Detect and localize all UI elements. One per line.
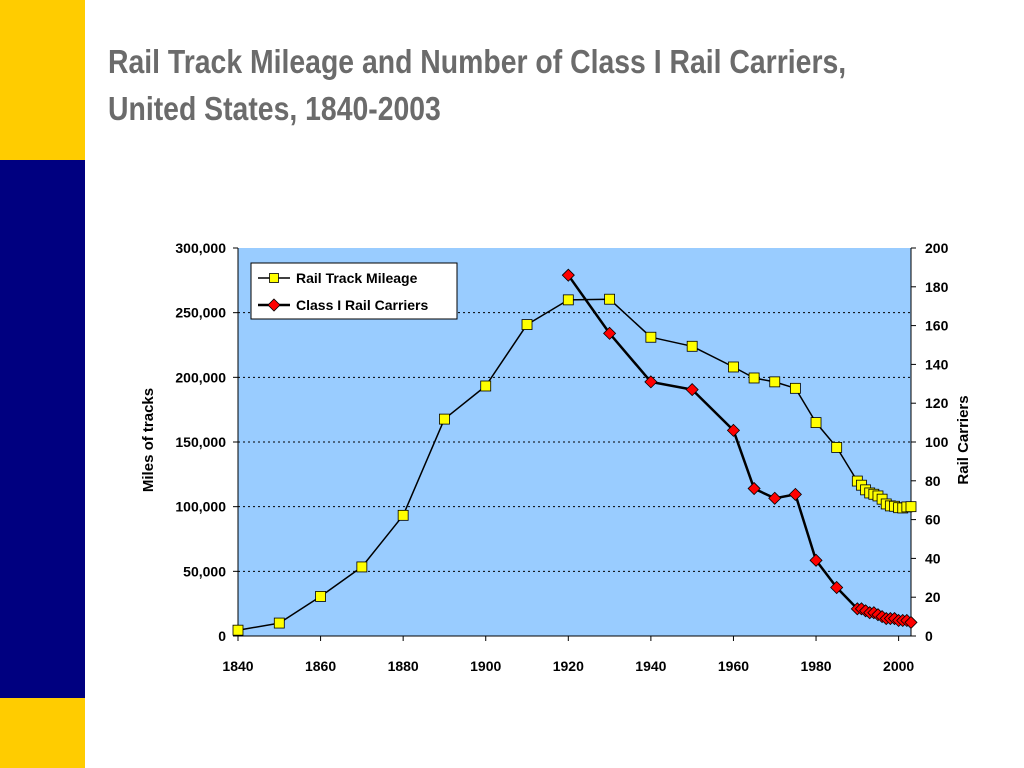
series-group [232,268,918,636]
data-point-mileage [397,509,409,521]
legend-label-mileage: Rail Track Mileage [296,270,418,286]
accent-bar-yellow-bottom [0,698,85,768]
y2-tick-label: 180 [925,279,949,295]
accent-bar-yellow-top [0,0,85,160]
data-point-carriers [726,423,741,437]
slide-title-line-1: Rail Track Mileage and Number of Class I… [108,43,847,80]
y2-tick-label: 60 [925,512,941,528]
y-axis-label: Miles of tracks [140,388,157,492]
data-point-carriers [685,383,699,397]
y2-tick-label: 160 [925,318,949,334]
y-tick-label: 150,000 [175,434,226,450]
data-point-carriers [603,326,617,340]
data-point-mileage [810,417,822,429]
legend-marker-mileage [269,273,279,283]
data-point-mileage [356,561,368,573]
data-point-mileage [789,382,801,394]
data-point-mileage [769,376,781,388]
x-tick-label: 1900 [470,658,501,674]
y2-tick-label: 40 [925,550,941,566]
data-point-mileage [686,340,698,352]
x-tick-label: 1940 [635,658,666,674]
legend-label-carriers: Class I Rail Carriers [296,297,429,313]
y-tick-label: 200,000 [175,369,226,385]
legend: Rail Track Mileage Class I Rail Carriers [250,262,458,320]
x-tick-label: 1960 [718,658,749,674]
y2-tick-label: 200 [925,240,949,256]
y-tick-label: 100,000 [175,499,226,515]
data-point-mileage [439,413,450,425]
data-point-carriers [768,491,782,505]
y-tick-label: 300,000 [175,240,226,256]
y2-axis-label: Rail Carriers [955,395,972,484]
x-tick-label: 1920 [553,658,584,674]
y2-tick-label: 80 [925,473,941,489]
slide-title-line-2: United States, 1840-2003 [108,90,441,127]
data-point-mileage [273,617,285,629]
y-tick-label: 50,000 [183,563,226,579]
axes [233,247,916,641]
data-point-mileage [728,361,739,373]
y2-tick-label: 20 [925,589,941,605]
accent-bar-navy [0,160,85,698]
slide-title: Rail Track Mileage and Number of Class I… [108,38,882,132]
x-tick-label: 2000 [883,658,914,674]
data-point-carriers [747,481,761,496]
data-point-mileage [905,501,917,513]
data-point-mileage [831,442,843,453]
data-point-mileage [232,624,244,636]
y-tick-label: 250,000 [175,305,226,321]
data-point-mileage [748,372,760,384]
legend-marker-carriers [267,298,281,312]
data-point-mileage [315,591,326,602]
data-point-carriers [904,615,918,629]
x-tick-label: 1860 [305,658,336,674]
y-tick-label: 0 [218,628,226,644]
data-point-carriers [830,580,844,595]
data-point-mileage [645,331,657,343]
data-point-mileage [480,380,492,392]
tick-labels: 0 50,000 100,000 150,000 200,000 250,000 300,0… [175,240,948,674]
data-point-carriers [561,268,575,282]
data-point-mileage [604,293,615,305]
data-point-carriers [644,375,658,389]
legend-box [250,262,458,320]
y2-tick-label: 140 [925,356,949,372]
y2-tick-label: 120 [925,395,949,411]
data-point-mileage [521,319,533,330]
data-point-carriers [788,487,802,501]
x-tick-label: 1840 [222,658,253,674]
x-tick-label: 1980 [800,658,831,674]
data-point-mileage [562,294,574,306]
data-point-carriers [809,553,823,567]
y2-tick-label: 0 [925,628,933,644]
y2-tick-label: 100 [925,434,949,450]
x-tick-label: 1880 [388,658,419,674]
